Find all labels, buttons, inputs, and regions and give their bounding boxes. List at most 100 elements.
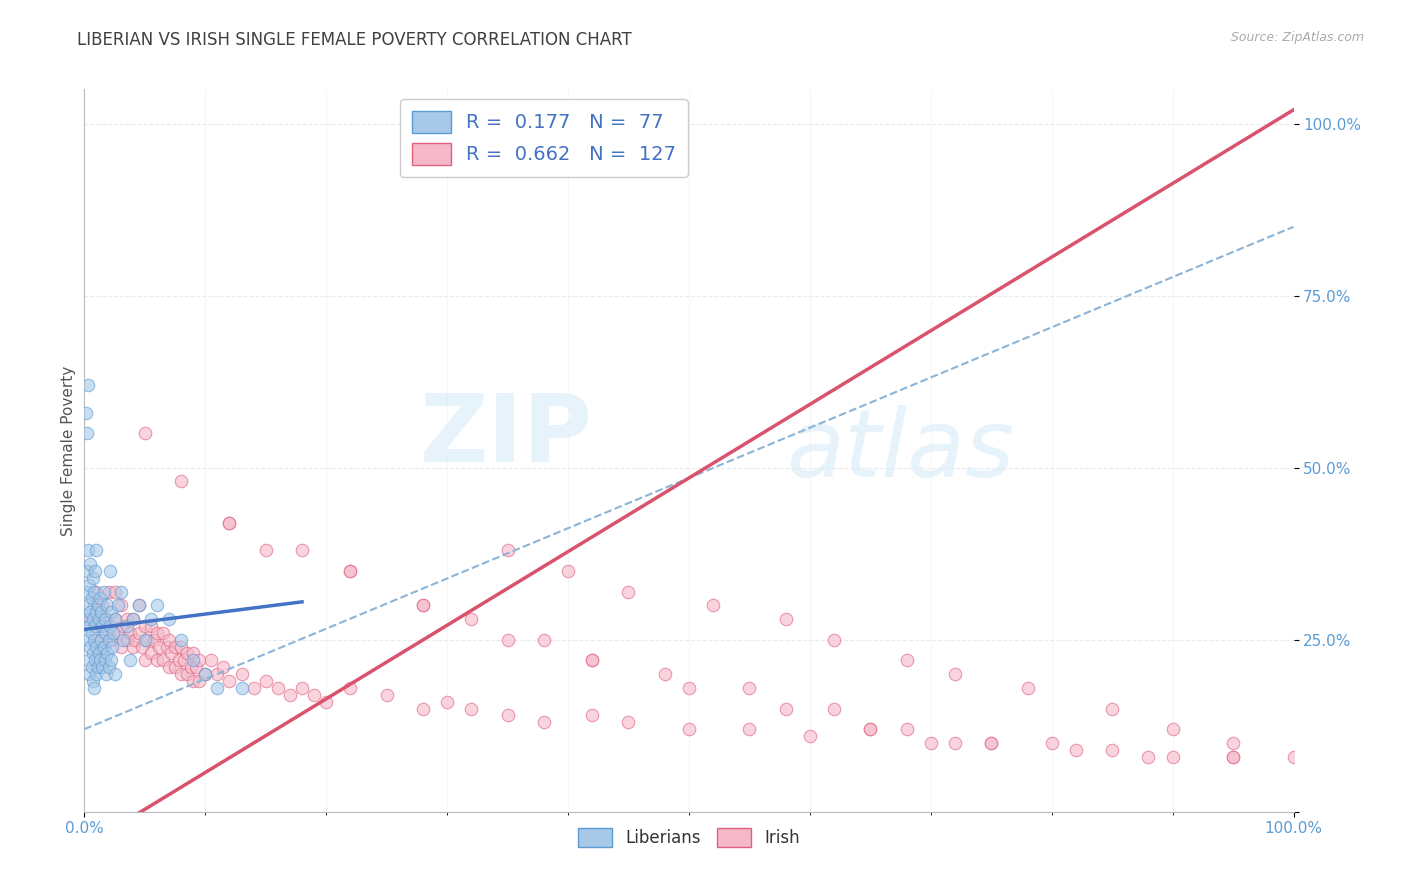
Point [980,736,1002,750]
Point [1222,749,1244,764]
Point [207,667,229,681]
Point [557,564,579,578]
Point [98,619,121,633]
Point [100,632,122,647]
Point [86,667,108,681]
Point [77,619,100,633]
Point [79,557,101,571]
Point [94,653,117,667]
Point [96,647,118,661]
Point [254,673,277,688]
Point [920,736,942,750]
Point [181,647,204,661]
Point [121,640,143,654]
Point [165,660,187,674]
Point [84,619,107,633]
Point [77,667,100,681]
Point [200,653,222,667]
Point [859,722,882,736]
Point [617,715,640,730]
Point [194,667,217,681]
Point [128,625,150,640]
Point [155,640,177,654]
Point [1064,743,1087,757]
Point [436,695,458,709]
Point [188,673,211,688]
Point [97,584,120,599]
Point [87,619,110,633]
Point [75,406,97,420]
Point [134,632,156,647]
Point [702,599,724,613]
Point [139,647,162,661]
Point [134,653,156,667]
Point [173,653,195,667]
Point [89,591,111,606]
Point [87,647,110,661]
Point [90,605,112,619]
Point [581,708,603,723]
Point [104,612,127,626]
Point [100,653,122,667]
Point [460,612,482,626]
Point [212,660,235,674]
Point [460,701,482,715]
Point [1017,681,1039,695]
Point [291,681,314,695]
Point [124,632,146,647]
Point [775,701,797,715]
Point [112,619,135,633]
Point [115,619,138,633]
Point [315,695,337,709]
Point [80,591,103,606]
Point [91,660,114,674]
Point [107,625,129,640]
Point [167,653,190,667]
Point [775,612,797,626]
Point [86,599,108,613]
Point [110,640,132,654]
Point [83,632,105,647]
Point [120,653,142,667]
Point [678,722,700,736]
Text: LIBERIAN VS IRISH SINGLE FEMALE POVERTY CORRELATION CHART: LIBERIAN VS IRISH SINGLE FEMALE POVERTY … [77,31,633,49]
Point [97,625,120,640]
Point [79,640,101,654]
Point [104,584,127,599]
Point [170,632,193,647]
Point [184,660,207,674]
Point [170,475,193,489]
Point [412,599,434,613]
Point [89,653,111,667]
Point [375,688,398,702]
Point [176,647,198,661]
Point [1101,701,1123,715]
Point [207,681,229,695]
Point [83,681,105,695]
Point [86,584,108,599]
Point [254,543,277,558]
Point [110,584,132,599]
Point [581,653,603,667]
Point [859,722,882,736]
Point [823,632,845,647]
Point [77,653,100,667]
Point [82,612,104,626]
Point [76,584,98,599]
Point [98,564,121,578]
Point [107,599,129,613]
Point [86,640,108,654]
Point [1161,749,1184,764]
Text: Source: ZipAtlas.com: Source: ZipAtlas.com [1230,31,1364,45]
Point [157,660,180,674]
Point [188,653,211,667]
Point [218,673,240,688]
Point [302,688,325,702]
Point [143,632,166,647]
Point [91,619,114,633]
Point [100,605,122,619]
Point [194,667,217,681]
Point [1161,722,1184,736]
Point [110,599,132,613]
Point [1101,743,1123,757]
